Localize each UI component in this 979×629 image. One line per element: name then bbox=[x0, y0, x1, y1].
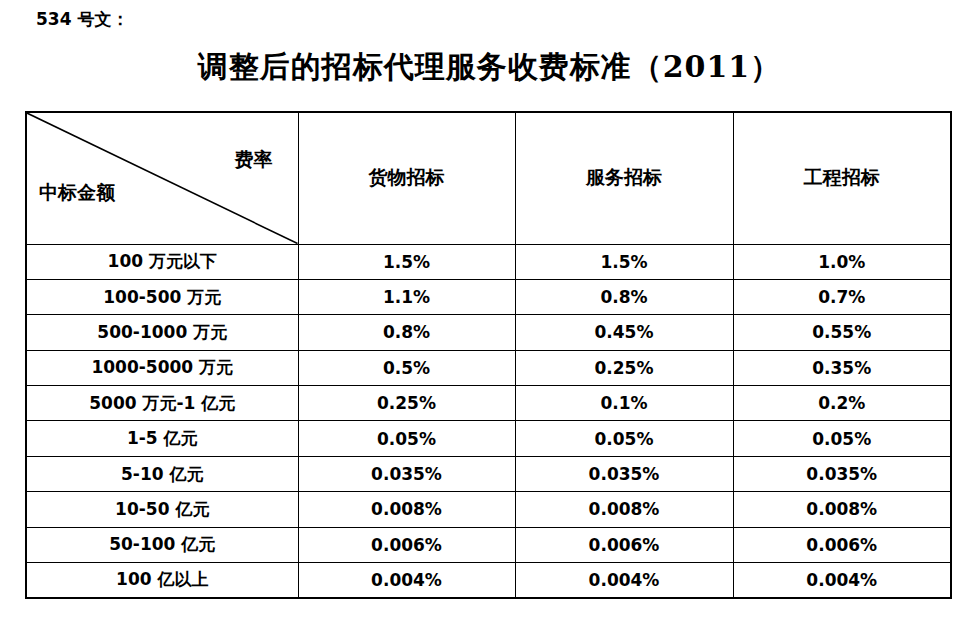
page-title: 调整后的招标代理服务收费标准（2011） bbox=[0, 47, 979, 88]
table-row: 100 万元以下1.5%1.5%1.0% bbox=[26, 244, 951, 279]
table-row: 1-5 亿元0.05%0.05%0.05% bbox=[26, 421, 951, 456]
rate-value-cell: 0.004% bbox=[298, 563, 515, 598]
document-page: 534 号文： 调整后的招标代理服务收费标准（2011） 费率 中标金额 货物招… bbox=[0, 0, 979, 629]
rate-value-cell: 0.05% bbox=[298, 421, 515, 456]
rate-value-cell: 0.05% bbox=[733, 421, 951, 456]
table-row: 500-1000 万元0.8%0.45%0.55% bbox=[26, 315, 951, 350]
rate-value-cell: 1.0% bbox=[733, 244, 951, 279]
rate-value-cell: 1.5% bbox=[515, 244, 733, 279]
rate-value-cell: 0.25% bbox=[298, 386, 515, 421]
rate-value-cell: 0.2% bbox=[733, 386, 951, 421]
row-label-bid-amount-range: 1-5 亿元 bbox=[26, 421, 298, 456]
row-label-bid-amount-range: 10-50 亿元 bbox=[26, 492, 298, 527]
rate-value-cell: 0.25% bbox=[515, 350, 733, 385]
table-row: 100 亿以上0.004%0.004%0.004% bbox=[26, 563, 951, 598]
row-label-bid-amount-range: 5000 万元-1 亿元 bbox=[26, 386, 298, 421]
rate-value-cell: 0.7% bbox=[733, 279, 951, 314]
table-body: 100 万元以下1.5%1.5%1.0%100-500 万元1.1%0.8%0.… bbox=[26, 244, 951, 598]
row-label-bid-amount-range: 100-500 万元 bbox=[26, 279, 298, 314]
rate-value-cell: 0.55% bbox=[733, 315, 951, 350]
rate-value-cell: 0.004% bbox=[733, 563, 951, 598]
table-row: 5000 万元-1 亿元0.25%0.1%0.2% bbox=[26, 386, 951, 421]
rate-value-cell: 0.035% bbox=[515, 456, 733, 491]
column-header-goods-bidding: 货物招标 bbox=[298, 112, 515, 244]
rate-value-cell: 0.008% bbox=[515, 492, 733, 527]
rate-value-cell: 0.05% bbox=[515, 421, 733, 456]
table-row: 1000-5000 万元0.5%0.25%0.35% bbox=[26, 350, 951, 385]
rate-value-cell: 0.035% bbox=[733, 456, 951, 491]
table-row: 50-100 亿元0.006%0.006%0.006% bbox=[26, 527, 951, 562]
table-row: 10-50 亿元0.008%0.008%0.008% bbox=[26, 492, 951, 527]
row-label-bid-amount-range: 100 万元以下 bbox=[26, 244, 298, 279]
rate-value-cell: 0.35% bbox=[733, 350, 951, 385]
diagonal-divider-line bbox=[27, 113, 298, 244]
rate-value-cell: 0.5% bbox=[298, 350, 515, 385]
table-row: 100-500 万元1.1%0.8%0.7% bbox=[26, 279, 951, 314]
rate-value-cell: 0.008% bbox=[733, 492, 951, 527]
table-row: 5-10 亿元0.035%0.035%0.035% bbox=[26, 456, 951, 491]
row-label-bid-amount-range: 500-1000 万元 bbox=[26, 315, 298, 350]
rate-value-cell: 0.008% bbox=[298, 492, 515, 527]
row-label-bid-amount-range: 100 亿以上 bbox=[26, 563, 298, 598]
header-row: 费率 中标金额 货物招标 服务招标 工程招标 bbox=[26, 112, 951, 244]
rate-value-cell: 0.004% bbox=[515, 563, 733, 598]
row-label-bid-amount-range: 50-100 亿元 bbox=[26, 527, 298, 562]
corner-label-bid-amount: 中标金额 bbox=[39, 180, 115, 206]
rate-value-cell: 0.035% bbox=[298, 456, 515, 491]
corner-header-cell: 费率 中标金额 bbox=[26, 112, 298, 244]
row-label-bid-amount-range: 5-10 亿元 bbox=[26, 456, 298, 491]
rate-value-cell: 1.5% bbox=[298, 244, 515, 279]
doc-number-label: 534 号文： bbox=[36, 8, 128, 31]
row-label-bid-amount-range: 1000-5000 万元 bbox=[26, 350, 298, 385]
rate-value-cell: 0.006% bbox=[298, 527, 515, 562]
rate-value-cell: 0.45% bbox=[515, 315, 733, 350]
column-header-service-bidding: 服务招标 bbox=[515, 112, 733, 244]
rate-value-cell: 1.1% bbox=[298, 279, 515, 314]
fee-table: 费率 中标金额 货物招标 服务招标 工程招标 100 万元以下1.5%1.5%1… bbox=[25, 111, 952, 599]
rate-value-cell: 0.006% bbox=[515, 527, 733, 562]
rate-value-cell: 0.8% bbox=[515, 279, 733, 314]
corner-label-rate: 费率 bbox=[235, 147, 273, 173]
column-header-engineering-bidding: 工程招标 bbox=[733, 112, 951, 244]
rate-value-cell: 0.006% bbox=[733, 527, 951, 562]
rate-value-cell: 0.1% bbox=[515, 386, 733, 421]
rate-value-cell: 0.8% bbox=[298, 315, 515, 350]
